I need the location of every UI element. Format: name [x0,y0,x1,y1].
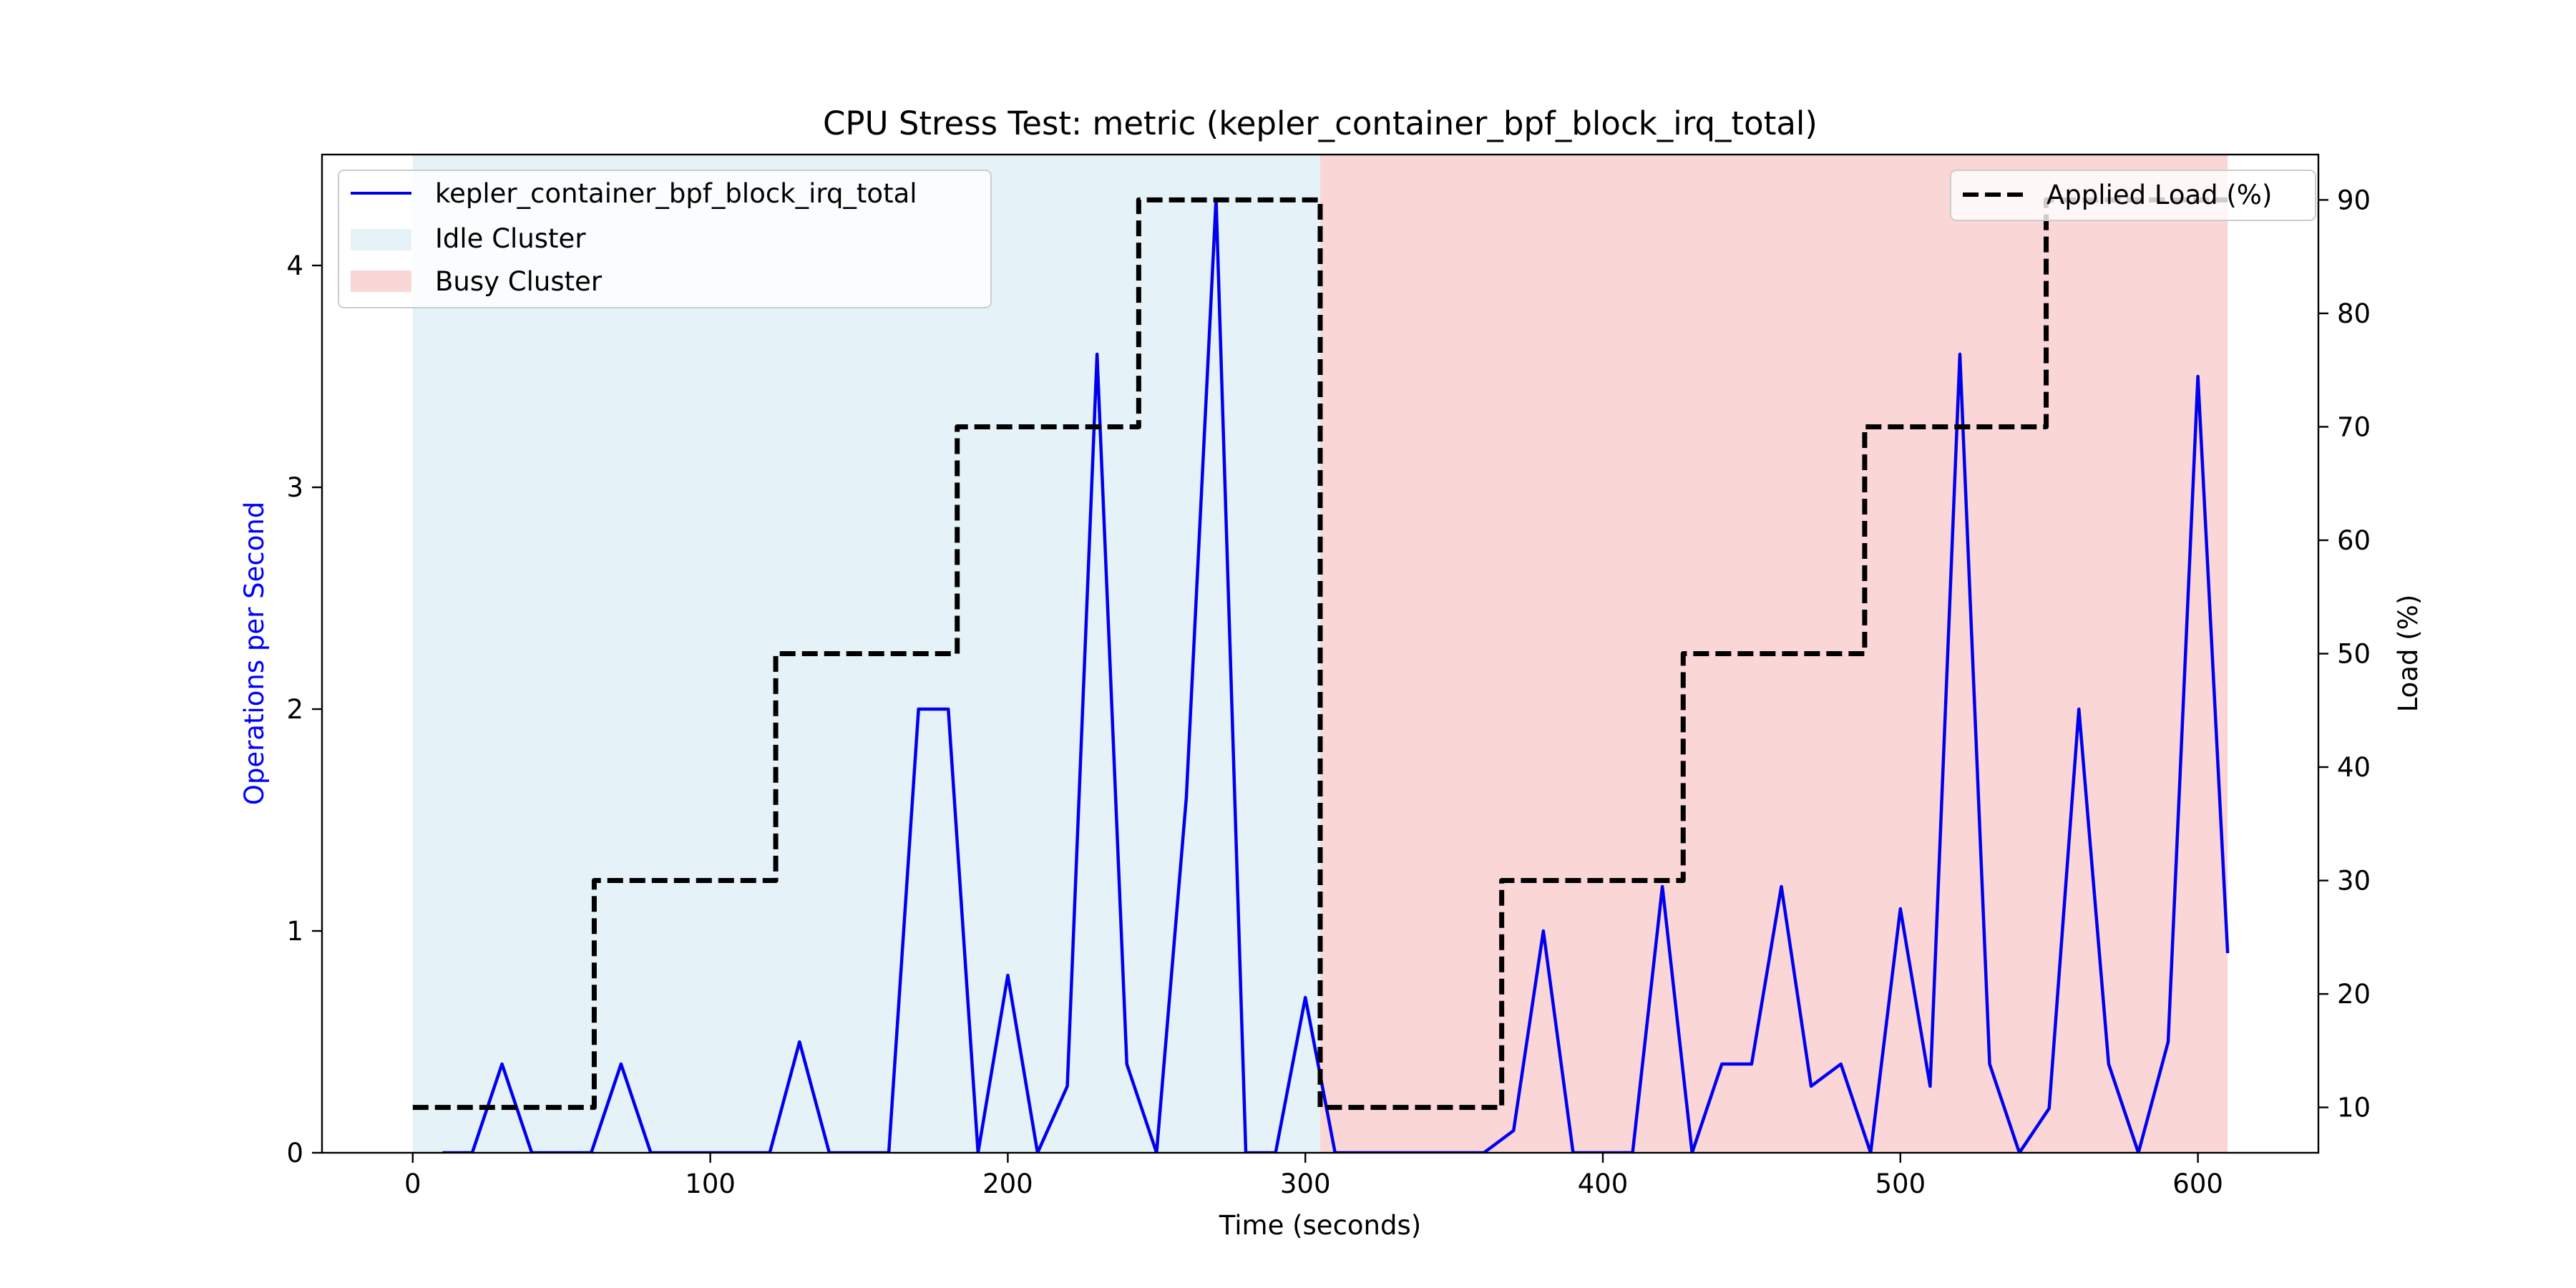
y-right-tick-label: 50 [2337,639,2371,670]
y-tick-label: 2 [286,694,303,725]
y-axis-ticks: 0 1 2 3 4 [286,250,322,1169]
legend-right: Applied Load (%) [1950,170,2316,221]
y-right-tick-label: 70 [2337,411,2371,442]
y-tick-label: 0 [286,1138,303,1169]
y-right-tick-label: 20 [2337,979,2371,1010]
y-right-tick-label: 90 [2337,185,2371,215]
legend-entry-load: Applied Load (%) [2046,180,2272,210]
chart-title: CPU Stress Test: metric (kepler_containe… [823,104,1818,142]
y-tick-label: 4 [286,250,303,281]
x-axis-ticks: 0 100 200 300 400 500 600 [404,1153,2223,1199]
y-right-tick-label: 40 [2337,752,2371,783]
legend-swatch-busy [351,270,411,292]
legend-swatch-idle [351,229,411,250]
y-right-tick-label: 60 [2337,525,2371,556]
y-right-axis-label: Load (%) [2393,595,2424,713]
y-right-tick-label: 30 [2337,866,2371,897]
x-tick-label: 200 [982,1169,1033,1199]
series-lines [412,197,2230,1153]
legend-entry-busy: Busy Cluster [435,266,602,297]
y-right-tick-label: 10 [2337,1093,2371,1123]
x-tick-label: 500 [1875,1169,1926,1199]
x-tick-label: 100 [685,1169,736,1199]
legend-left: kepler_container_bpf_block_irq_total Idl… [338,170,992,308]
legend-entry-primary: kepler_container_bpf_block_irq_total [435,178,917,209]
y-axis-label: Operations per Second [239,502,270,806]
x-tick-label: 400 [1578,1169,1629,1199]
legend-entry-idle: Idle Cluster [435,223,586,254]
legend-right-frame [1950,170,2316,221]
x-tick-label: 300 [1280,1169,1331,1199]
legend-left-frame [338,170,992,308]
y-right-axis-ticks: 10 20 30 40 50 60 70 80 90 [2318,185,2371,1123]
x-tick-label: 600 [2172,1169,2223,1199]
y-tick-label: 1 [286,916,303,947]
y-right-tick-label: 80 [2337,298,2371,329]
primary-metric-line [442,197,2230,1153]
x-axis-label: Time (seconds) [1219,1210,1421,1241]
x-tick-label: 0 [404,1169,421,1199]
y-tick-label: 3 [286,472,303,503]
applied-load-line [412,197,2228,1111]
